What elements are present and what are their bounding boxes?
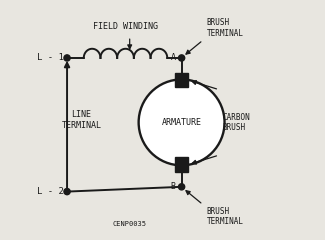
Circle shape bbox=[64, 188, 70, 195]
Text: ARMATURE: ARMATURE bbox=[162, 118, 202, 127]
Circle shape bbox=[178, 184, 185, 190]
Text: BRUSH
TERMINAL: BRUSH TERMINAL bbox=[207, 18, 244, 38]
Bar bbox=[175, 157, 188, 172]
Text: CARBON
BRUSH: CARBON BRUSH bbox=[223, 113, 251, 132]
Circle shape bbox=[139, 79, 225, 165]
Text: CENP0035: CENP0035 bbox=[112, 221, 146, 227]
Text: LINE
TERMINAL: LINE TERMINAL bbox=[61, 110, 101, 130]
Text: BRUSH
TERMINAL: BRUSH TERMINAL bbox=[207, 207, 244, 227]
Text: L - 1: L - 1 bbox=[37, 54, 63, 62]
Text: FIELD WINDING: FIELD WINDING bbox=[93, 22, 158, 31]
Text: B: B bbox=[171, 182, 176, 191]
Circle shape bbox=[178, 55, 185, 61]
Text: A: A bbox=[171, 54, 176, 62]
Bar bbox=[175, 73, 188, 87]
Circle shape bbox=[64, 55, 70, 61]
Text: L - 2: L - 2 bbox=[37, 187, 63, 196]
